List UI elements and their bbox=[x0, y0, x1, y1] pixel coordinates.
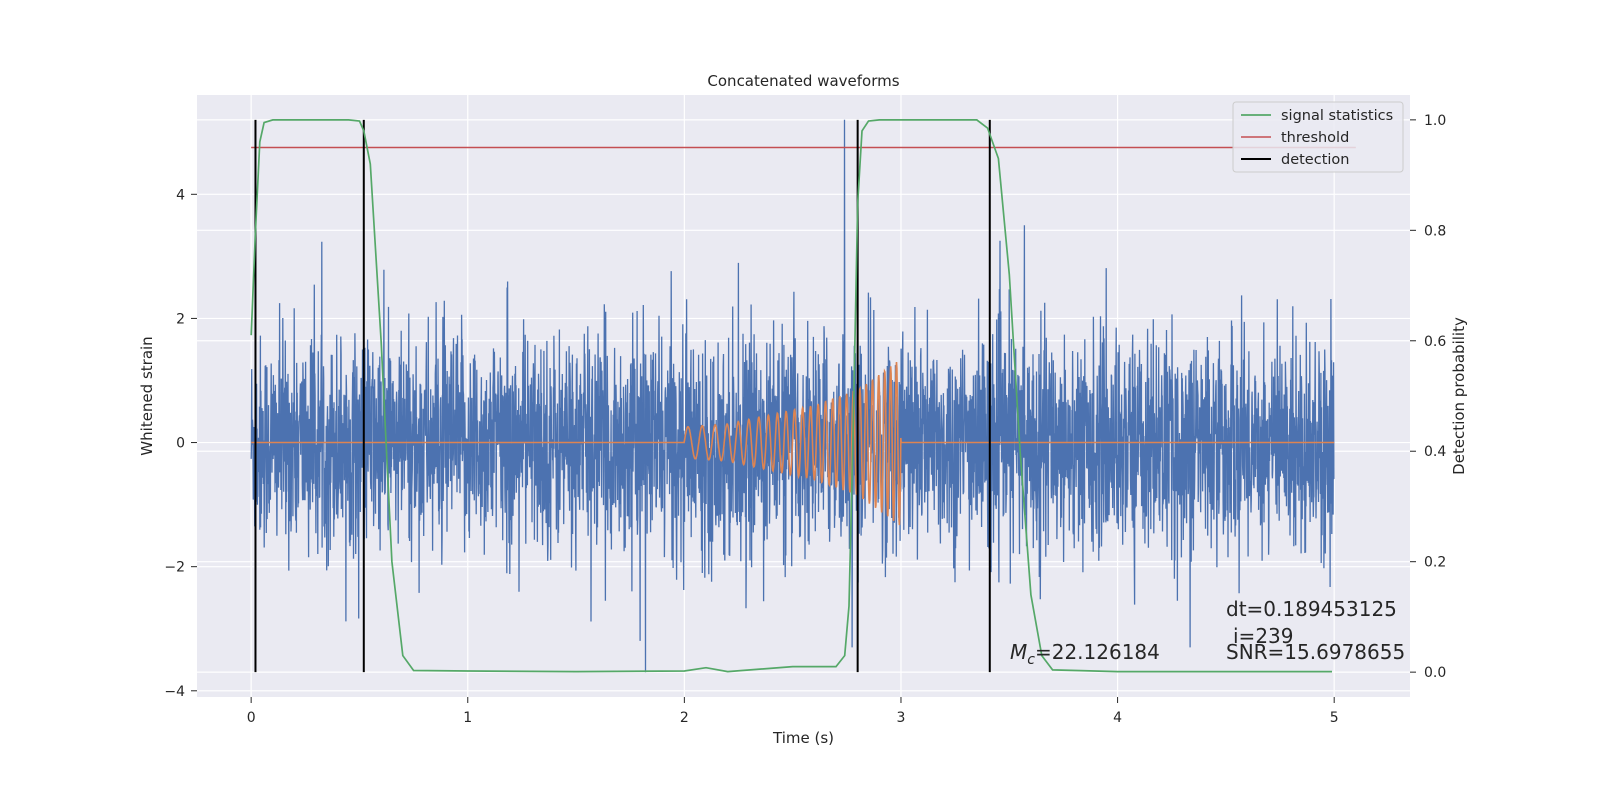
annotation-index: i=239 bbox=[1233, 624, 1294, 648]
right-y-tick-label-5: 1.0 bbox=[1424, 113, 1446, 129]
y-tick-label-2: 0 bbox=[176, 436, 185, 452]
legend-label-threshold: threshold bbox=[1281, 130, 1349, 146]
x-tick-label-4: 4 bbox=[1113, 710, 1122, 726]
y-axis-label: Whitened strain bbox=[138, 336, 156, 455]
x-tick-label-1: 1 bbox=[463, 710, 472, 726]
right-y-tick-label-0: 0.0 bbox=[1424, 665, 1446, 681]
y-tick-label-4: 4 bbox=[176, 187, 185, 203]
x-tick-label-0: 0 bbox=[247, 710, 256, 726]
x-tick-label-5: 5 bbox=[1330, 710, 1339, 726]
x-tick-label-3: 3 bbox=[897, 710, 906, 726]
data-layer bbox=[250, 119, 1356, 673]
x-axis-label: Time (s) bbox=[772, 729, 834, 747]
annotation-dt: dt=0.189453125 bbox=[1226, 597, 1397, 621]
right-y-axis-label: Detection probability bbox=[1450, 317, 1468, 475]
legend-box bbox=[1232, 101, 1404, 173]
legend-label-signal-statistics: signal statistics bbox=[1281, 108, 1393, 124]
y-tick-label-3: 2 bbox=[176, 311, 185, 327]
chart-title: Concatenated waveforms bbox=[707, 72, 899, 90]
right-y-tick-label-1: 0.2 bbox=[1424, 555, 1446, 571]
legend-label-detection: detection bbox=[1281, 152, 1349, 168]
right-y-tick-label-4: 0.8 bbox=[1424, 223, 1446, 239]
x-tick-label-2: 2 bbox=[680, 710, 689, 726]
right-y-tick-label-3: 0.6 bbox=[1424, 334, 1446, 350]
legend: signal statistics threshold detection bbox=[1232, 101, 1404, 173]
noise-waveform-line bbox=[250, 119, 1335, 673]
annotation-snr: SNR=15.6978655 bbox=[1226, 640, 1405, 664]
annotation-chirp-mass: Mc=22.126184 bbox=[1010, 640, 1160, 668]
y-tick-label-1: −2 bbox=[164, 560, 185, 576]
right-y-tick-label-2: 0.4 bbox=[1424, 444, 1446, 460]
axis-ticks: 0 1 2 3 4 5 −4 −2 0 2 4 0.0 0.2 0.4 0.6 0.8 1.0 bbox=[164, 113, 1446, 726]
signal-waveform-line bbox=[251, 361, 1335, 526]
signal-statistics-line bbox=[250, 119, 1332, 673]
y-tick-label-0: −4 bbox=[164, 684, 185, 700]
